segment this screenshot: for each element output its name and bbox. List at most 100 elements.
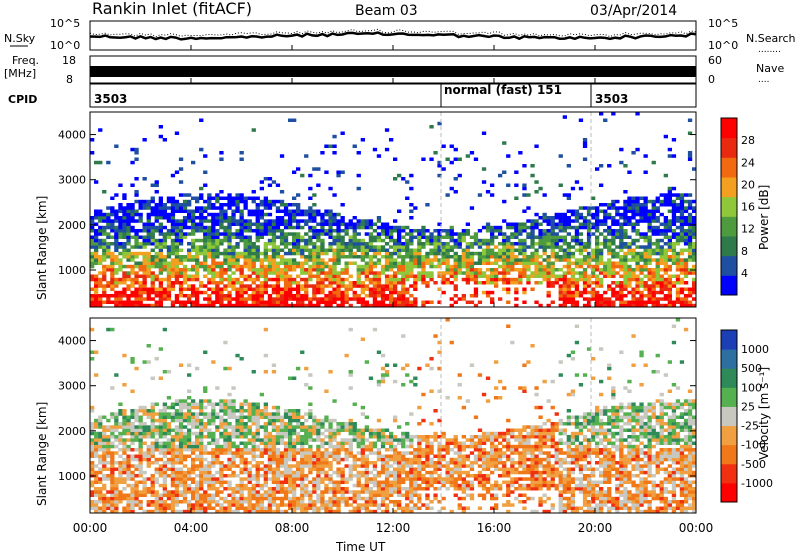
velocity-cell [308,480,313,484]
power-cell [122,212,127,217]
power-cell [445,245,450,249]
power-cell [348,297,353,301]
velocity-cell [296,438,301,442]
power-cell [174,170,180,174]
power-cell [372,271,378,275]
power-cell [271,199,277,204]
velocity-cell [243,422,248,426]
power-cell [312,216,317,220]
velocity-cell [158,509,163,514]
velocity-cell [271,496,277,501]
velocity-cell [191,402,196,406]
power-cell [490,297,495,301]
power-cell [667,294,672,298]
power-cell [425,235,430,239]
power-cell [538,222,543,226]
power-cell [611,248,616,252]
power-cell [409,274,414,278]
power-cell [219,294,224,298]
power-cell [453,255,458,259]
power-cell [667,222,672,226]
power-cell [316,238,321,243]
velocity-cell [239,454,244,458]
power-cell [647,284,652,288]
power-cell [437,274,442,278]
power-cell [191,255,196,259]
velocity-cell [308,493,313,497]
velocity-cell [162,493,167,497]
power-cell [494,225,499,230]
power-cell [506,154,511,158]
velocity-cell [191,457,196,462]
power-cell [562,300,567,304]
power-cell [574,238,580,243]
power-cell [251,294,256,298]
velocity-cell [191,405,196,410]
power-cell [231,264,236,269]
power-cell [158,242,163,246]
power-cell [558,255,563,259]
power-cell [457,261,462,265]
power-cell [679,287,685,291]
power-cell [203,268,208,272]
velocity-cell [255,503,260,507]
power-cell [300,271,305,275]
velocity-cell [211,422,216,426]
velocity-cell [154,500,159,504]
power-cell [356,281,361,285]
power-cell [538,303,543,308]
power-cell [477,271,483,275]
power-cell [98,229,103,233]
power-cell [554,242,559,246]
power-cell [671,274,677,278]
velocity-cell [223,438,228,442]
velocity-cell [223,405,228,410]
power-cell [538,268,543,272]
power-cell [259,225,264,230]
velocity-cell [94,435,99,439]
power-cell [211,212,216,217]
power-cell [461,277,466,282]
velocity-cell [182,493,188,497]
power-cell [271,303,277,308]
power-cell [655,258,660,262]
power-cell [389,225,394,230]
power-cell [352,261,357,265]
power-cell [675,255,681,259]
power-cell [187,300,192,304]
power-cell [421,229,426,233]
power-cell [687,245,693,249]
power-cell [146,232,151,236]
power-cell [243,264,248,269]
power-cell [453,284,458,288]
velocity-cell [239,428,244,432]
power-cell [611,274,616,278]
power-cell [611,294,616,298]
power-cell [162,245,167,249]
power-cell [550,284,555,288]
power-cell [562,193,567,197]
power-cell [199,251,204,256]
power-cell [554,277,559,282]
velocity-cell [263,415,268,419]
velocity-cell [106,461,111,465]
power-cell [316,264,321,269]
velocity-cell [304,366,309,371]
power-cell [595,261,600,265]
velocity-cell [126,457,131,462]
power-cell [211,290,216,295]
power-cell [623,258,628,262]
velocity-cell [98,418,103,423]
power-cell [643,284,648,288]
date-title: 03/Apr/2014 [590,3,677,19]
velocity-cell [122,431,127,436]
power-cell [271,287,277,291]
velocity-cell [235,490,240,494]
velocity-cell [259,451,264,455]
power-cell [510,264,515,269]
power-cell [166,245,172,249]
power-cell [162,216,167,220]
noise-right-legend-dots: ........ [758,45,781,55]
power-cell [352,297,357,301]
